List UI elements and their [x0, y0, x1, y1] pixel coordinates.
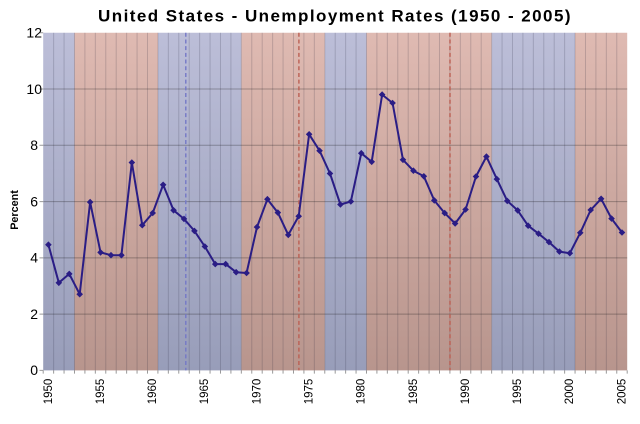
svg-text:6: 6: [30, 193, 38, 209]
svg-text:1960: 1960: [147, 379, 159, 405]
svg-text:0: 0: [30, 362, 38, 378]
svg-text:4: 4: [30, 250, 38, 266]
svg-text:1950: 1950: [43, 379, 55, 405]
svg-text:1965: 1965: [199, 379, 211, 405]
svg-text:2005: 2005: [616, 379, 628, 405]
svg-text:12: 12: [26, 25, 42, 41]
svg-text:1985: 1985: [408, 379, 420, 405]
svg-text:1975: 1975: [304, 379, 316, 405]
svg-text:8: 8: [30, 137, 38, 153]
svg-text:10: 10: [26, 81, 42, 97]
svg-text:1995: 1995: [512, 379, 524, 405]
svg-text:1990: 1990: [460, 379, 472, 405]
svg-text:1980: 1980: [356, 379, 368, 405]
svg-text:United States - Unemployment R: United States - Unemployment Rates (1950…: [98, 6, 572, 25]
svg-text:1970: 1970: [251, 379, 263, 405]
svg-text:Percent: Percent: [9, 190, 21, 230]
svg-text:2: 2: [30, 306, 38, 322]
svg-text:1955: 1955: [95, 379, 107, 405]
svg-text:2000: 2000: [564, 379, 576, 405]
